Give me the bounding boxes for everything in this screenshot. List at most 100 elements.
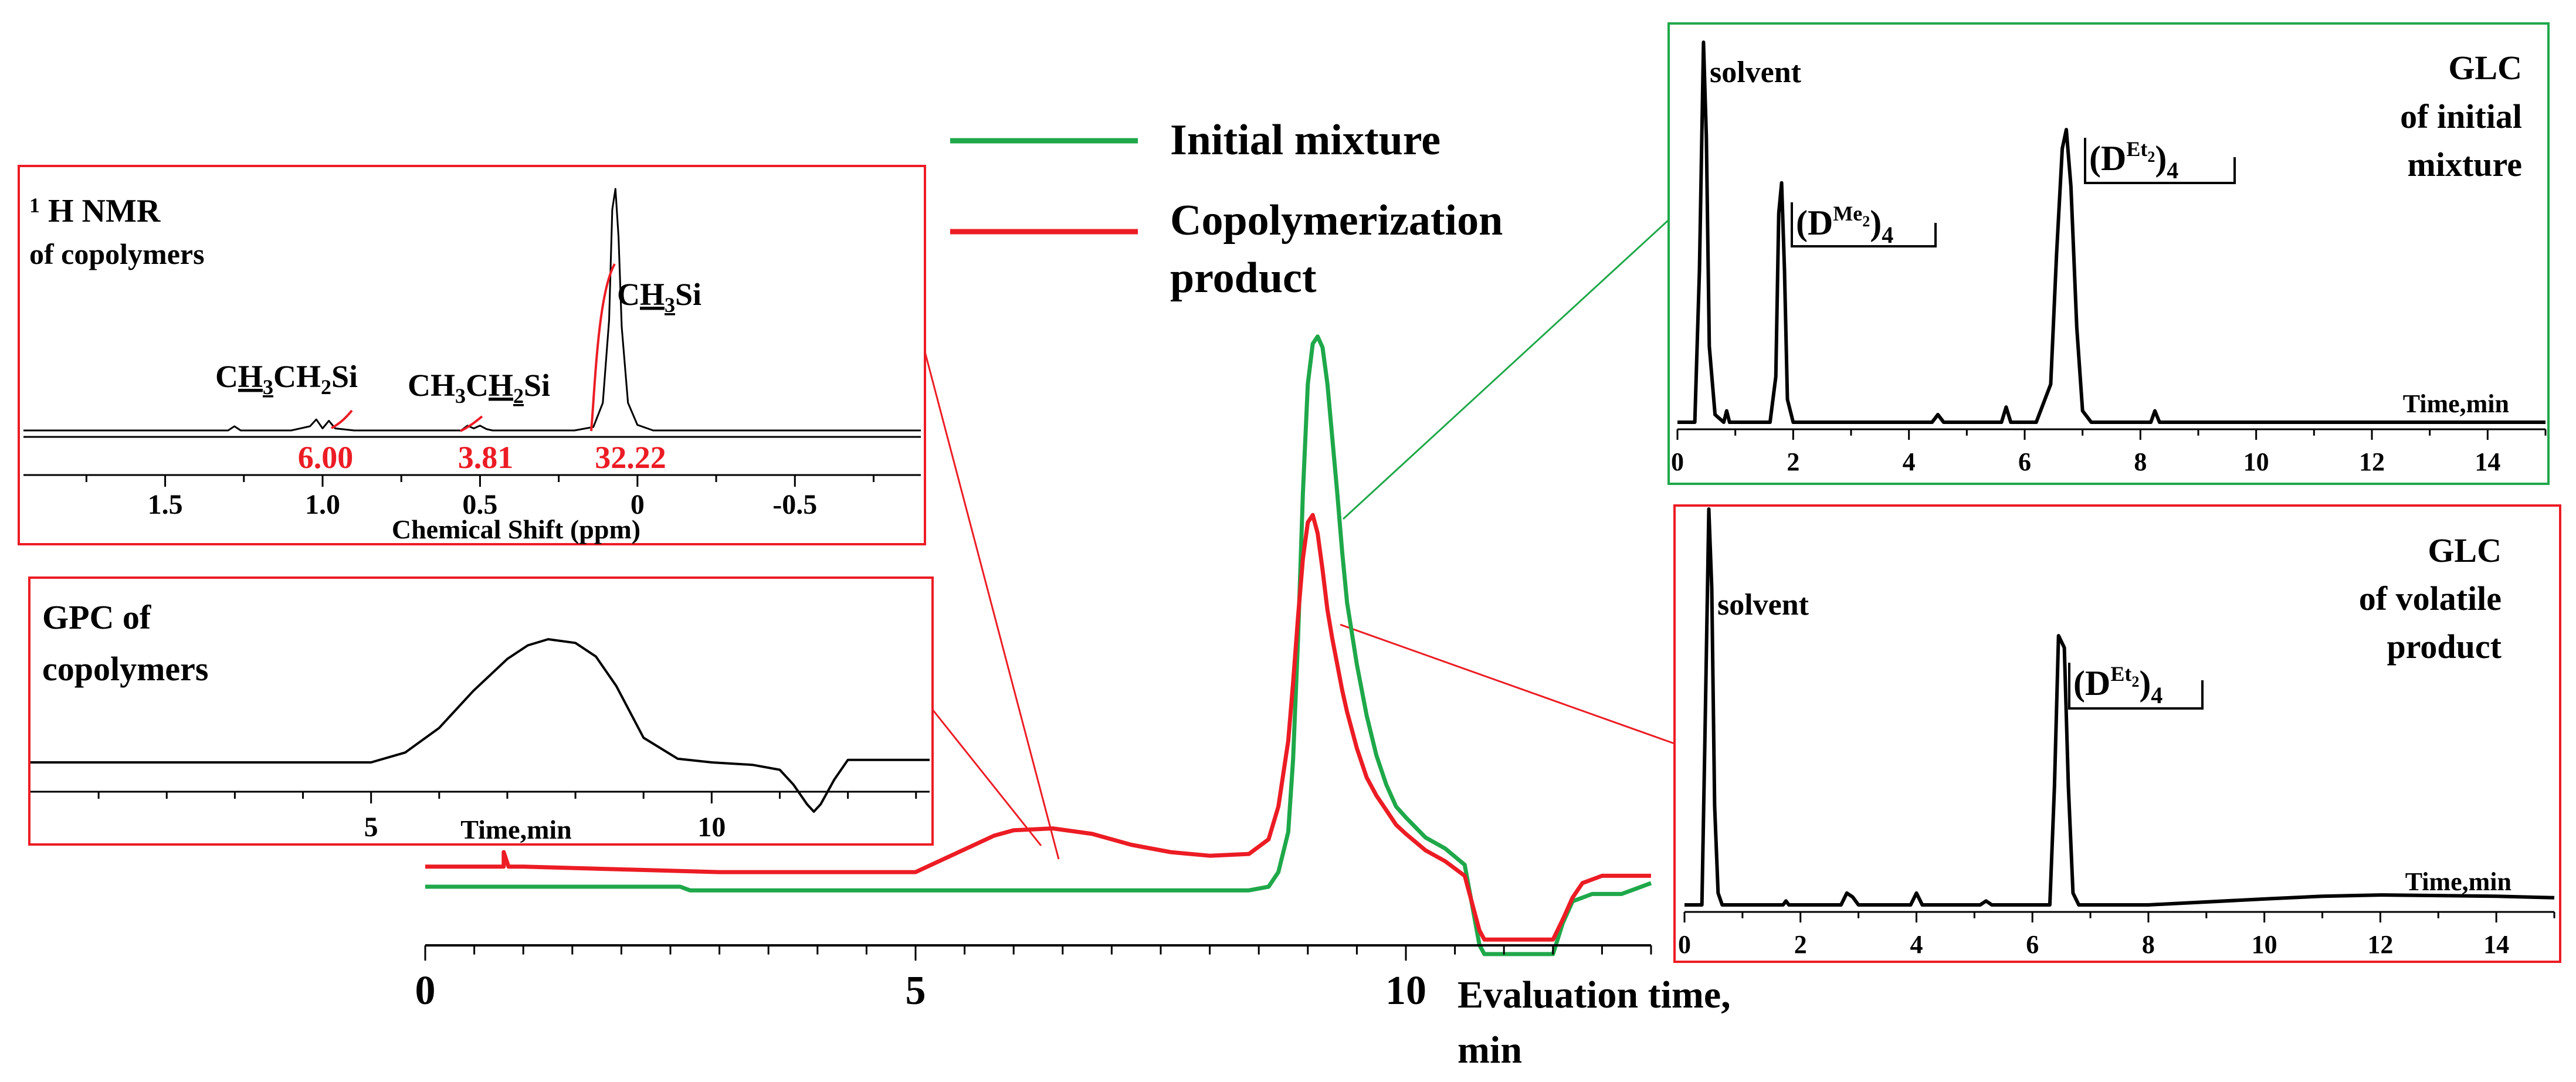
nmr-integral-value-3: 32.22 bbox=[595, 440, 666, 475]
glc-volatile-det2-sub: 4 bbox=[2151, 682, 2163, 708]
gpc-title-line2: copolymers bbox=[42, 650, 209, 688]
gpc-x-label: Time,min bbox=[460, 815, 572, 844]
glc-volatile-det2-subsup: 2 bbox=[2131, 673, 2139, 690]
nmr-peak3-si: Si bbox=[675, 277, 701, 312]
glc-volatile-x-tick-label-4: 8 bbox=[2142, 930, 2155, 959]
nmr-peak3-h: H bbox=[640, 277, 665, 312]
glc-volatile-det2-bracket bbox=[2068, 663, 2204, 710]
glc-initial-dme2-text: (DMe2)4 bbox=[1796, 202, 1893, 248]
main-x-tick-label-0: 0 bbox=[415, 968, 436, 1013]
nmr-x-label: Chemical Shift (ppm) bbox=[392, 514, 640, 544]
nmr-peak1-sub2: 2 bbox=[321, 375, 331, 399]
glc-volatile-inset: GLC of volatile product 0 2 4 6 8 10 12 14 Time… bbox=[1673, 504, 2561, 963]
gpc-x-tick-label-0: 5 bbox=[364, 812, 378, 843]
nmr-peak1-sub3: 3 bbox=[263, 375, 273, 399]
glc-initial-title-line2: of initial bbox=[2400, 97, 2522, 135]
gpc-x-tick-label-1: 10 bbox=[697, 812, 726, 843]
glc-volatile-x-tick-label-3: 6 bbox=[2026, 930, 2039, 959]
nmr-integral-curve-1 bbox=[331, 409, 353, 429]
nmr-peak2-sub2: 2 bbox=[513, 384, 524, 408]
connector-glc-volatile bbox=[1340, 623, 1675, 745]
nmr-integral-value-1: 6.00 bbox=[298, 440, 354, 475]
glc-initial-peak-dme2-label: (DMe2)4 bbox=[1791, 202, 1937, 248]
main-x-label-line1: Evaluation time, bbox=[1458, 974, 1731, 1016]
glc-initial-frame bbox=[1667, 22, 2550, 485]
legend-label-initial: Initial mixture bbox=[1170, 116, 1440, 164]
glc-initial-x-label: Time,min bbox=[2403, 389, 2509, 418]
glc-volatile-x-tick-label-7: 14 bbox=[2483, 930, 2509, 959]
glc-initial-det2-text: (DEt2)4 bbox=[2089, 137, 2178, 184]
nmr-peak2-h: H bbox=[489, 368, 513, 403]
glc-initial-det2-base: (D bbox=[2089, 139, 2126, 178]
glc-initial-x-tick-label-7: 14 bbox=[2475, 447, 2500, 476]
glc-initial-title-line1: GLC bbox=[2448, 49, 2522, 87]
main-chart: 0 5 10 Evaluation time, min Initial mixtur… bbox=[415, 116, 1731, 1071]
glc-volatile-title-line3: product bbox=[2387, 628, 2502, 666]
glc-volatile-det2-close: ) bbox=[2139, 664, 2151, 703]
main-x-label-line2: min bbox=[1458, 1029, 1522, 1071]
glc-initial-peak-solvent: solvent bbox=[1710, 56, 1802, 89]
glc-volatile-chromatogram-line bbox=[1684, 507, 2555, 907]
glc-initial-dme2-close: ) bbox=[1870, 203, 1882, 242]
glc-volatile-x-tick-label-0: 0 bbox=[1678, 930, 1691, 959]
nmr-peak2-sub3: 3 bbox=[455, 384, 466, 408]
nmr-title-sup: 1 bbox=[29, 194, 40, 217]
glc-initial-inset: GLC of initial mixture 0 2 4 6 8 10 12 14 Time,… bbox=[1667, 22, 2550, 485]
glc-volatile-peak-solvent: solvent bbox=[1717, 588, 1809, 622]
nmr-x-tick-label-0: 1.5 bbox=[148, 489, 183, 520]
gpc-inset: GPC of copolymers 5 10 Time,min bbox=[28, 576, 934, 846]
nmr-peak1-h: H bbox=[238, 359, 263, 394]
glc-initial-dme2-bracket bbox=[1791, 202, 1937, 247]
glc-initial-det2-sup: Et bbox=[2126, 137, 2147, 161]
nmr-title-main: H NMR bbox=[40, 193, 161, 229]
nmr-peak-label-ch3si: CH3Si bbox=[617, 277, 701, 317]
nmr-spectrum-line bbox=[23, 188, 921, 432]
main-x-tick-label-1: 5 bbox=[906, 968, 926, 1013]
nmr-peak1-c: C bbox=[215, 359, 238, 394]
glc-volatile-x-tick-label-2: 4 bbox=[1910, 930, 1923, 959]
series-line-copolymerization-product bbox=[425, 513, 1651, 942]
glc-initial-x-tick-label-3: 6 bbox=[2018, 447, 2031, 476]
nmr-integral-curve-2 bbox=[460, 415, 483, 432]
nmr-title: 1 H NMR bbox=[29, 193, 161, 229]
legend-label-copolymerization-line2: product bbox=[1170, 254, 1317, 302]
glc-initial-det2-sub: 4 bbox=[2167, 157, 2178, 184]
nmr-integral-curve-3 bbox=[590, 263, 616, 432]
glc-volatile-x-tick-label-1: 2 bbox=[1794, 930, 1807, 959]
glc-initial-det2-close: ) bbox=[2155, 139, 2167, 178]
nmr-x-tick-label-3: 0 bbox=[631, 489, 645, 520]
gpc-title-line1: GPC of bbox=[42, 598, 151, 636]
glc-volatile-title-line1: GLC bbox=[2428, 531, 2502, 569]
glc-volatile-peak-det2-label: (DEt2)4 bbox=[2068, 662, 2204, 710]
legend-label-copolymerization-line1: Copolymerization bbox=[1170, 196, 1503, 245]
nmr-peak1-si: Si bbox=[331, 359, 358, 394]
nmr-peak-label-ch3ch2si: CH3CH2Si bbox=[215, 359, 358, 399]
legend: Initial mixture Copolymerization product bbox=[950, 116, 1503, 302]
glc-volatile-det2-sup: Et bbox=[2110, 662, 2131, 686]
glc-volatile-det2-text: (DEt2)4 bbox=[2073, 662, 2163, 708]
nmr-peak2-c: C bbox=[466, 368, 489, 403]
nmr-x-tick-label-2: 0.5 bbox=[462, 489, 497, 520]
nmr-subtitle: of copolymers bbox=[29, 238, 205, 270]
glc-initial-dme2-base: (D bbox=[1796, 203, 1833, 242]
glc-volatile-x-label: Time,min bbox=[2405, 867, 2511, 896]
nmr-peak3-c: C bbox=[617, 277, 640, 312]
glc-initial-x-tick-label-1: 2 bbox=[1787, 447, 1799, 476]
nmr-integral-value-2: 3.81 bbox=[458, 440, 514, 475]
glc-volatile-title-line2: of volatile bbox=[2359, 579, 2502, 618]
glc-initial-x-tick-label-2: 4 bbox=[1903, 447, 1916, 476]
glc-initial-peak-det2-label: (DEt2)4 bbox=[2084, 137, 2236, 184]
gpc-trace-line bbox=[30, 638, 930, 813]
nmr-peak3-sub3: 3 bbox=[665, 293, 675, 317]
glc-initial-dme2-sup: Me bbox=[1833, 202, 1862, 225]
glc-initial-x-tick-label-0: 0 bbox=[1671, 447, 1684, 476]
nmr-peak2-ch: CH bbox=[408, 368, 455, 403]
glc-initial-x-tick-label-5: 10 bbox=[2243, 447, 2269, 476]
connector-gpc bbox=[931, 709, 1042, 846]
glc-initial-chromatogram-line bbox=[1677, 40, 2546, 424]
glc-initial-title-line3: mixture bbox=[2408, 145, 2522, 184]
nmr-x-tick-label-1: 1.0 bbox=[305, 489, 340, 520]
main-x-tick-label-2: 10 bbox=[1385, 968, 1426, 1013]
nmr-inset: 1 H NMR of copolymers 1.5 1.0 0.5 0 -0.5 Che… bbox=[18, 165, 926, 545]
